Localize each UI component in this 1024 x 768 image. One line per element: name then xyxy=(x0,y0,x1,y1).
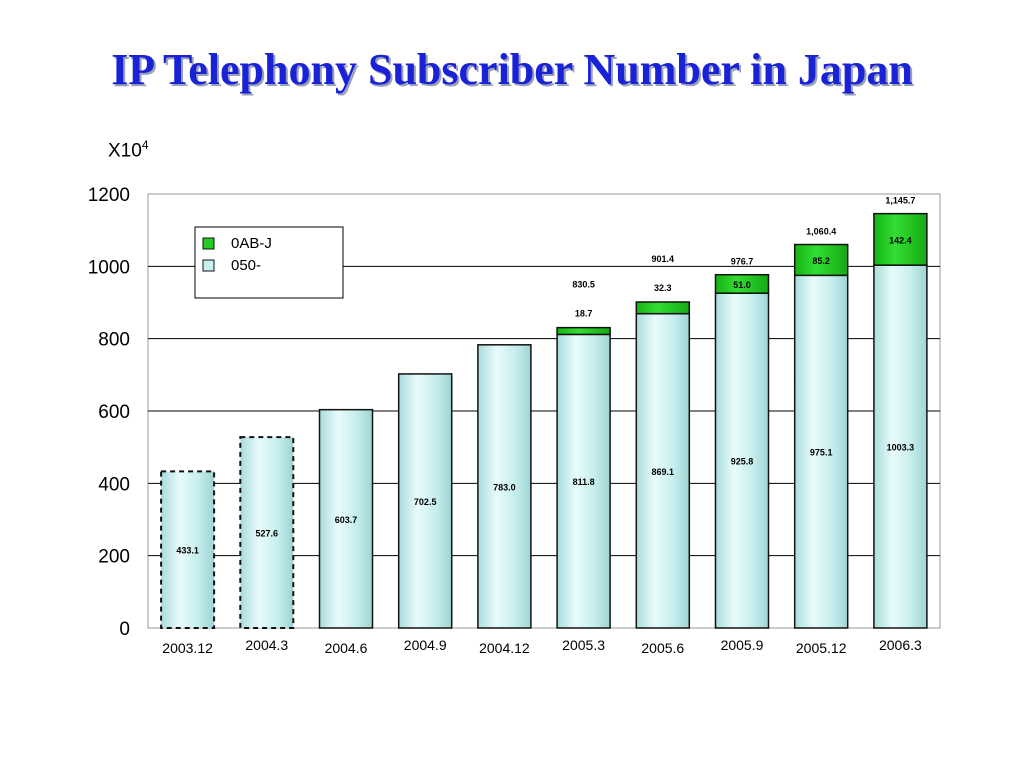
bar-total-label: 1,145.7 xyxy=(885,196,915,206)
bar-050 xyxy=(318,408,374,629)
bar-0abj xyxy=(556,326,611,336)
bar-050-value-label: 869.1 xyxy=(652,467,675,477)
bar-050-value-label: 811.8 xyxy=(573,477,595,487)
x-tick-label: 2004.6 xyxy=(325,640,368,656)
slide-title: IP Telephony Subscriber Number in Japan xyxy=(111,45,913,94)
x-tick-label: 2005.6 xyxy=(641,640,684,656)
bar-0abj-value-label: 142.4 xyxy=(889,235,912,245)
bar-050 xyxy=(714,292,770,629)
unit-base: X10 xyxy=(108,140,142,162)
unit-label: X104 xyxy=(108,138,149,162)
legend-swatch xyxy=(202,259,215,272)
bar-layer xyxy=(160,212,928,629)
x-tick-label: 2005.3 xyxy=(562,637,605,653)
bar-050-value-label: 975.1 xyxy=(810,448,833,458)
bar-050-value-label: 783.0 xyxy=(493,482,516,492)
x-tick-label: 2004.12 xyxy=(479,640,530,656)
x-tick-label: 2005.9 xyxy=(721,637,764,653)
y-tick-label: 200 xyxy=(98,547,130,568)
bar-0abj xyxy=(635,301,691,315)
bar-050 xyxy=(239,436,295,629)
bar-0abj-value-label: 18.7 xyxy=(575,309,593,319)
y-tick-label: 1000 xyxy=(88,257,130,278)
x-tick-label: 2004.9 xyxy=(404,637,447,653)
x-tick-label: 2006.3 xyxy=(879,637,922,653)
bar-050-value-label: 433.1 xyxy=(176,546,199,556)
bar-0abj xyxy=(873,212,928,266)
y-tick-label: 400 xyxy=(98,474,130,495)
bar-total-label: 976.7 xyxy=(731,257,754,267)
bar-total-label: 1,060.4 xyxy=(806,227,836,237)
unit-exponent: 4 xyxy=(141,138,149,152)
legend: 0AB-J 050- xyxy=(194,226,344,299)
bar-050-value-label: 527.6 xyxy=(256,529,279,539)
x-tick-label: 2005.12 xyxy=(796,640,847,656)
bar-050-value-label: 702.5 xyxy=(414,497,437,507)
bar-050 xyxy=(556,333,611,629)
legend-swatch xyxy=(202,237,215,250)
y-tick-label: 0 xyxy=(119,619,130,640)
bar-050 xyxy=(160,470,216,629)
legend-entry: 0AB-J xyxy=(231,235,272,252)
y-tick-label: 800 xyxy=(98,330,130,351)
label-layer: 433.1 2003.12 527.6 2004.3 603.7 2004.6 702.5 2… xyxy=(162,196,922,656)
y-tick-label: 1200 xyxy=(88,185,130,206)
legend-box xyxy=(194,226,344,299)
bar-050 xyxy=(635,312,691,629)
bar-050 xyxy=(477,344,532,629)
bar-050 xyxy=(873,264,928,629)
bar-total-label: 830.5 xyxy=(572,280,595,290)
bar-0abj-value-label: 85.2 xyxy=(812,256,830,266)
bar-0abj-value-label: 51.0 xyxy=(733,280,751,290)
bar-050-value-label: 1003.3 xyxy=(887,443,915,453)
legend-entry: 050- xyxy=(231,257,261,274)
bar-050 xyxy=(397,373,453,629)
bar-050-value-label: 603.7 xyxy=(335,515,358,525)
x-tick-label: 2004.3 xyxy=(245,637,288,653)
bar-0abj-value-label: 32.3 xyxy=(654,283,672,293)
x-tick-label: 2003.12 xyxy=(162,640,213,656)
bar-0abj xyxy=(793,243,849,277)
bar-total-label: 901.4 xyxy=(652,254,675,264)
y-tick-label: 600 xyxy=(98,402,130,423)
bar-050-value-label: 925.8 xyxy=(731,457,754,467)
bar-0abj xyxy=(714,273,770,294)
